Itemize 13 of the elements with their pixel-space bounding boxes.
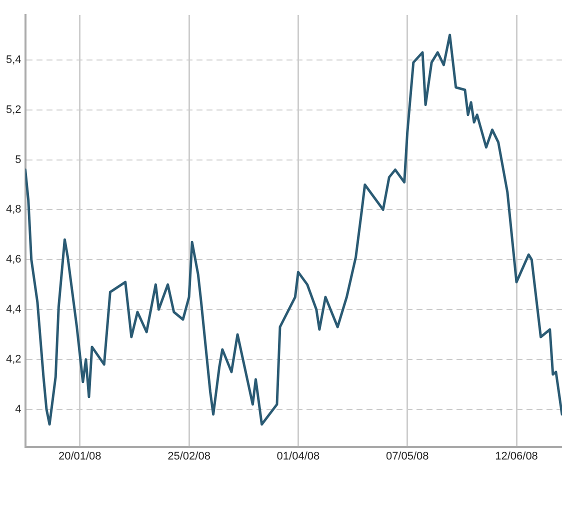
y-tick-label: 4,2 bbox=[6, 353, 22, 366]
y-tick-label: 5,4 bbox=[6, 54, 22, 66]
y-tick-label: 4,8 bbox=[6, 204, 22, 216]
x-tick-label: 12/06/08 bbox=[495, 450, 538, 462]
x-tick-label: 25/02/08 bbox=[168, 450, 210, 462]
y-tick-label: 4,4 bbox=[6, 304, 22, 316]
x-tick-label: 20/01/08 bbox=[58, 450, 102, 462]
y-tick-label: 4 bbox=[15, 403, 22, 416]
x-tick-label: 07/05/08 bbox=[386, 450, 429, 462]
x-tick-label: 01/04/08 bbox=[276, 450, 320, 462]
y-tick-label: 5,2 bbox=[6, 104, 22, 116]
y-tick-label: 4,6 bbox=[6, 254, 22, 266]
y-tick-label: 5 bbox=[15, 154, 22, 166]
